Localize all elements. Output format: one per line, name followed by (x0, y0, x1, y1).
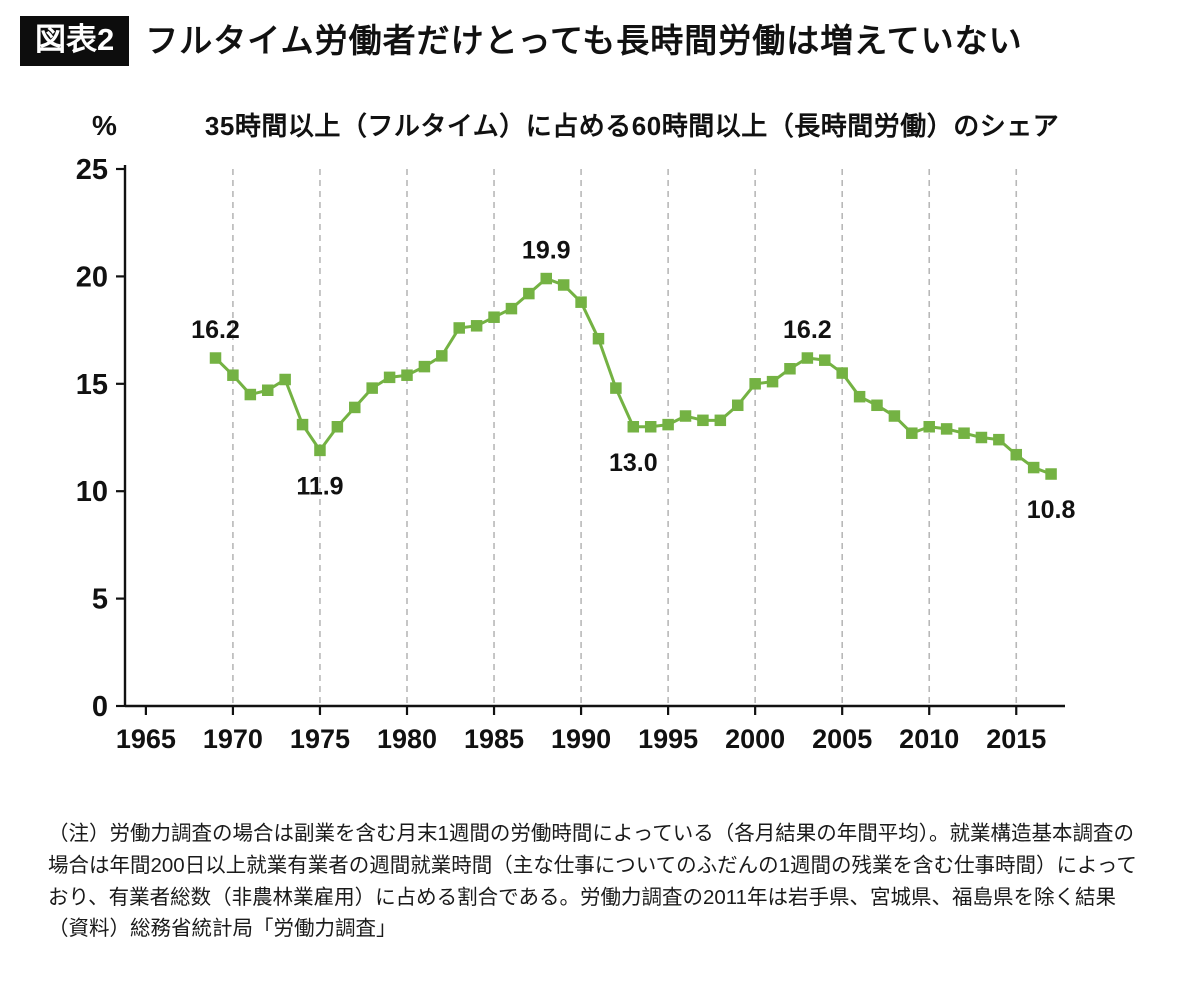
svg-text:19.9: 19.9 (522, 237, 571, 265)
svg-text:0: 0 (92, 691, 108, 723)
svg-text:15: 15 (76, 369, 108, 401)
line-chart: 0 5 10 15 20 25 1965 1970 1975 1980 1985 1990 1995 20… (76, 154, 1076, 754)
footnotes: （注）労働力調査の場合は副業を含む月末1週間の労働時間によっている（各月結果の年… (48, 818, 1154, 945)
figure-header: 図表2 フルタイム労働者だけとっても長時間労働は増えていない (0, 0, 1200, 70)
chart-subtitle-row: % 35時間以上（フルタイム）に占める60時間以上（長時間労働）のシェア (0, 106, 1200, 143)
svg-text:10: 10 (76, 476, 108, 508)
svg-text:13.0: 13.0 (609, 449, 658, 477)
chart-area: 0 5 10 15 20 25 1965 1970 1975 1980 1985 1990 1995 20… (0, 151, 1200, 784)
svg-text:1980: 1980 (377, 724, 437, 754)
svg-text:1985: 1985 (464, 724, 524, 754)
svg-text:20: 20 (76, 261, 108, 293)
svg-text:1995: 1995 (638, 724, 698, 754)
svg-text:11.9: 11.9 (296, 472, 343, 500)
svg-text:2010: 2010 (899, 724, 959, 754)
svg-text:1975: 1975 (290, 724, 350, 754)
svg-text:16.2: 16.2 (191, 316, 240, 344)
svg-text:16.2: 16.2 (783, 316, 832, 344)
chart-subtitle: 35時間以上（フルタイム）に占める60時間以上（長時間労働）のシェア (204, 111, 1060, 142)
svg-text:5: 5 (92, 584, 108, 616)
y-axis-unit-label: % (92, 110, 117, 142)
source-text: （資料）総務省統計局「労働力調査」 (48, 917, 397, 941)
figure-title: フルタイム労働者だけとっても長時間労働は増えていない (145, 22, 1023, 60)
svg-text:10.8: 10.8 (1027, 496, 1076, 524)
svg-text:1970: 1970 (203, 724, 263, 754)
svg-text:1990: 1990 (551, 724, 611, 754)
svg-text:1965: 1965 (116, 724, 176, 754)
svg-text:2015: 2015 (986, 724, 1046, 754)
figure-number-badge: 図表2 (20, 16, 130, 67)
svg-text:2000: 2000 (725, 724, 785, 754)
svg-text:25: 25 (76, 154, 108, 186)
note-text: （注）労働力調査の場合は副業を含む月末1週間の労働時間によっている（各月結果の年… (48, 822, 1137, 909)
svg-text:2005: 2005 (812, 724, 872, 754)
